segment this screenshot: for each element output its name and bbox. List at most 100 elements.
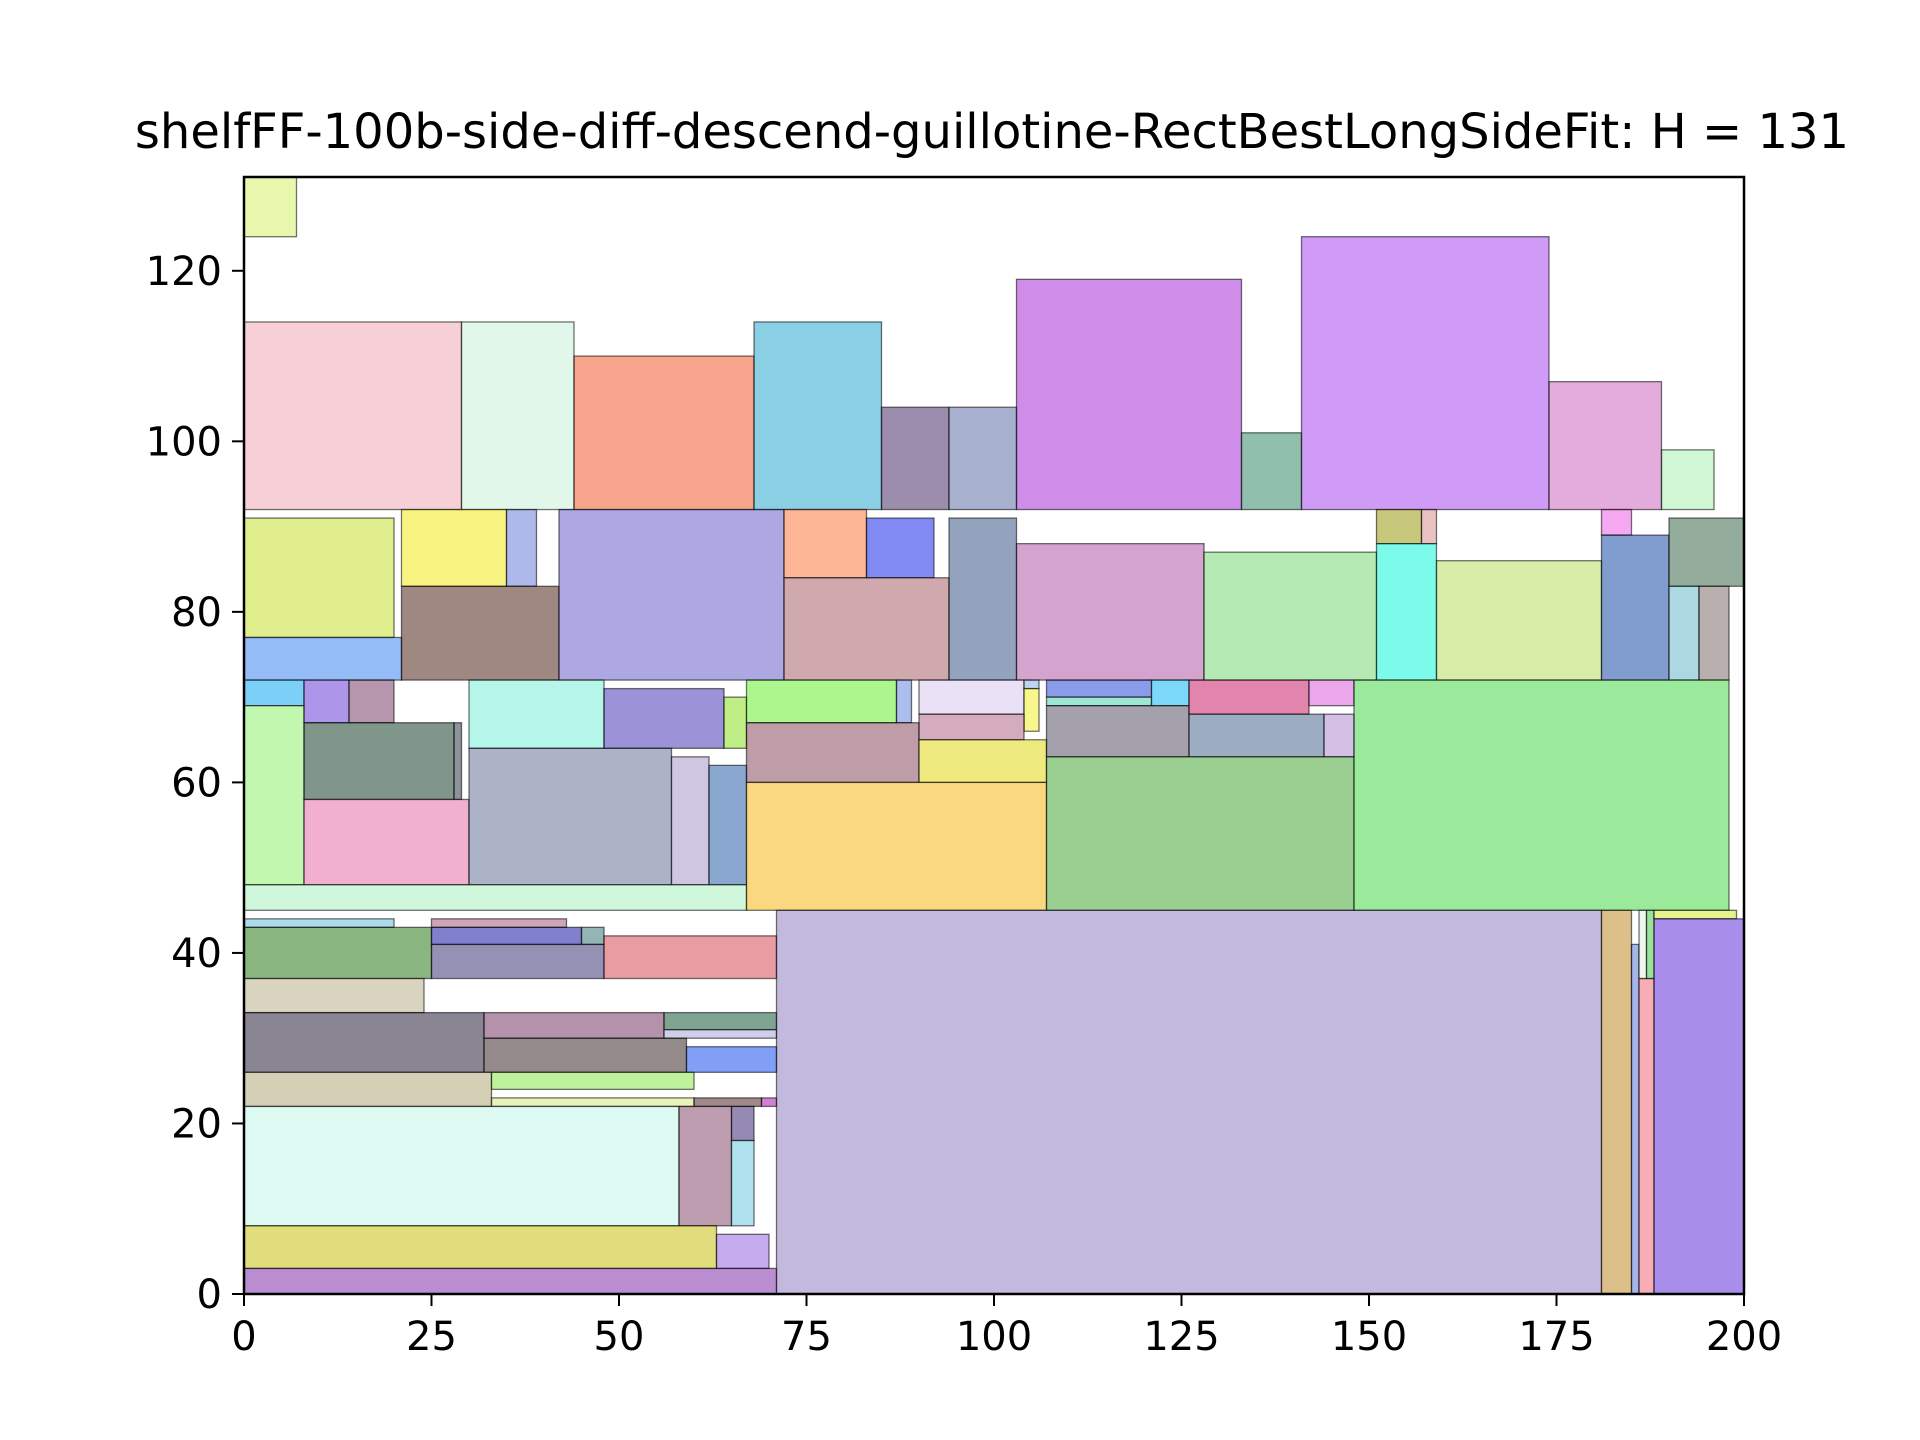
y-tick-label: 60 (171, 760, 222, 806)
packed-rect-18 (783, 508, 868, 579)
packed-rect-40 (468, 679, 605, 749)
packed-rect-32 (1698, 585, 1730, 681)
packed-rect-10 (1548, 380, 1663, 511)
packed-rect-34 (243, 705, 305, 886)
packed-rect-39 (303, 798, 470, 886)
x-tick-label: 75 (781, 1314, 832, 1360)
x-tick-label: 125 (1143, 1314, 1219, 1360)
packed-rect-17 (558, 508, 785, 681)
packed-rect-53 (918, 713, 1025, 741)
packed-rect-44 (670, 756, 710, 886)
packed-rect-21 (948, 517, 1018, 681)
packed-rect-67 (243, 926, 433, 980)
packed-rect-26 (1375, 542, 1438, 681)
packed-rect-63 (1323, 713, 1355, 758)
packed-rect-4 (753, 321, 883, 511)
packed-rect-15 (505, 508, 538, 587)
packed-rect-75 (483, 1011, 665, 1039)
packed-rect-71 (430, 943, 605, 980)
packed-rect-35 (303, 679, 350, 724)
y-tick-label: 100 (146, 419, 222, 465)
packed-rect-45 (708, 764, 748, 886)
x-tick-label: 100 (956, 1314, 1032, 1360)
packed-rect-92 (775, 909, 1603, 1295)
packed-rect-37 (303, 722, 455, 801)
packed-rect-97 (1645, 909, 1655, 980)
packed-rect-96 (1638, 909, 1648, 980)
x-tick-label: 200 (1706, 1314, 1782, 1360)
packed-rect-31 (1668, 585, 1700, 681)
packed-rect-50 (918, 679, 1025, 715)
packed-rect-84 (760, 1097, 778, 1108)
packed-rect-61 (1308, 679, 1355, 707)
y-tick-label: 40 (171, 931, 222, 977)
packed-rect-69 (430, 926, 583, 946)
packed-rect-24 (1375, 508, 1423, 545)
y-tick-label: 20 (171, 1101, 222, 1147)
packed-rect-91 (243, 1267, 778, 1295)
packed-rect-13 (243, 636, 403, 681)
packed-rect-20 (783, 577, 950, 681)
packed-rect-14 (400, 508, 508, 587)
packed-rect-19 (865, 517, 935, 579)
packed-rect-55 (745, 781, 1048, 911)
packed-rect-38 (453, 722, 463, 801)
y-axis-ticks: 0 20 40 60 80 100 120 (146, 249, 244, 1318)
packed-rect-95 (1638, 977, 1655, 1295)
packed-rect-86 (678, 1105, 733, 1227)
packed-rect-6 (948, 406, 1018, 511)
packed-rect-23 (1203, 551, 1378, 681)
packed-rect-79 (685, 1046, 778, 1073)
packed-rect-47 (745, 679, 898, 724)
packed-rect-74 (243, 1011, 485, 1073)
packed-rect-60 (1188, 679, 1310, 715)
x-tick-label: 50 (594, 1314, 645, 1360)
y-tick-label: 80 (171, 590, 222, 636)
packed-rect-77 (663, 1029, 778, 1039)
packed-rect-78 (483, 1037, 688, 1073)
packed-rect-2 (460, 321, 575, 511)
packed-rect-59 (1045, 705, 1190, 758)
packed-rect-57 (1045, 696, 1153, 707)
packed-rect-54 (918, 739, 1048, 784)
packed-rectangles (243, 176, 1745, 1295)
packed-rect-93 (1600, 909, 1633, 1295)
x-axis-ticks: 0 25 50 75 100 125 150 175 200 (231, 1294, 1782, 1360)
packed-rect-88 (730, 1139, 755, 1227)
packed-rect-30 (1668, 517, 1745, 587)
y-tick-label: 120 (146, 249, 222, 295)
x-tick-label: 0 (231, 1314, 256, 1360)
packed-rect-73 (243, 977, 425, 1014)
packed-rect-72 (603, 935, 778, 980)
packed-rect-99 (1653, 918, 1745, 1295)
packed-rect-85 (243, 1105, 680, 1227)
packed-rect-0 (243, 176, 298, 238)
packed-rect-81 (490, 1071, 695, 1091)
packed-rect-87 (730, 1105, 755, 1142)
packed-rect-65 (1353, 679, 1730, 911)
packed-rect-64 (1045, 756, 1355, 911)
packed-rect-58 (1150, 679, 1190, 707)
packed-rect-16 (400, 585, 560, 681)
x-tick-label: 175 (1518, 1314, 1594, 1360)
packed-rect-9 (1300, 236, 1550, 511)
x-tick-label: 25 (406, 1314, 457, 1360)
packed-rect-28 (1600, 508, 1633, 536)
packed-rect-46 (243, 884, 748, 911)
packed-rect-80 (243, 1071, 493, 1108)
packed-rect-89 (243, 1225, 718, 1270)
packed-rect-27 (1435, 560, 1603, 681)
packed-rect-25 (1420, 508, 1438, 545)
packed-rect-22 (1015, 542, 1205, 681)
chart-title: shelfFF-100b-side-diff-descend-guillotin… (135, 104, 1849, 160)
packed-rect-42 (723, 696, 748, 749)
packed-rect-76 (663, 1011, 778, 1031)
packed-rect-68 (430, 918, 568, 929)
packed-rect-94 (1630, 943, 1640, 1295)
packed-rect-70 (580, 926, 605, 946)
packed-rect-1 (243, 321, 463, 511)
packed-rect-12 (243, 517, 395, 639)
packed-rect-7 (1015, 278, 1243, 511)
packed-rect-62 (1188, 713, 1325, 758)
